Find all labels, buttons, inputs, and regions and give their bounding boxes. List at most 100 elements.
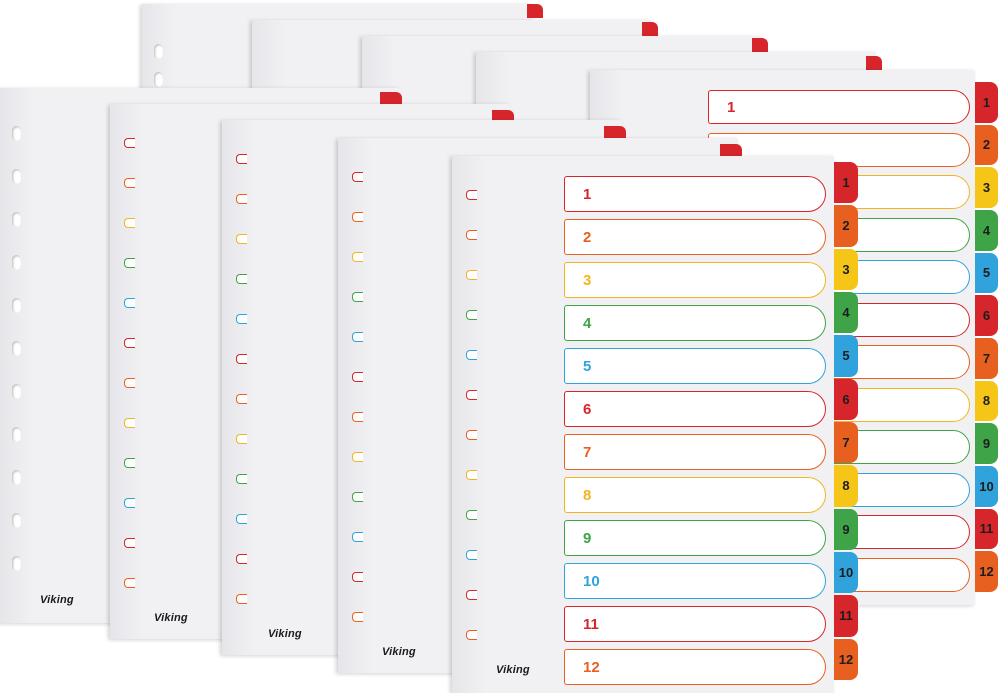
spine-mark (466, 470, 477, 480)
divider-tab-peek (604, 126, 626, 140)
divider-tab-peek (752, 38, 768, 52)
divider-entry-4: 4 (564, 305, 826, 341)
spine-mark (124, 338, 135, 348)
divider-tab-9: 9 (975, 423, 998, 464)
brand-logo: Viking (382, 646, 416, 658)
divider-tab-2: 2 (834, 205, 858, 247)
punch-hole (12, 470, 21, 485)
spine-mark (466, 430, 477, 440)
divider-tab-10: 10 (975, 466, 998, 507)
spine-mark (124, 218, 135, 228)
divider-entry-8: 8 (564, 477, 826, 513)
spine-mark (352, 292, 363, 302)
divider-entry-number: 1 (583, 185, 592, 203)
divider-tabs-front: 1 2 3 4 5 6 7 8 9 10 11 12 (834, 162, 858, 682)
spine-mark (352, 332, 363, 342)
spine-mark (466, 630, 477, 640)
spine-mark (236, 234, 247, 244)
brand-logo: Viking (154, 612, 188, 624)
divider-tab-10: 10 (834, 552, 858, 594)
punch-hole (12, 513, 21, 528)
spine-mark (124, 138, 135, 148)
divider-entry-number: 4 (583, 314, 592, 332)
divider-tabs-right: 1 2 3 4 5 6 7 8 9 10 11 12 (975, 82, 998, 594)
spine-mark (236, 274, 247, 284)
spine-mark (352, 372, 363, 382)
punch-hole (12, 384, 21, 399)
spine-mark (124, 418, 135, 428)
divider-entry-number: 9 (583, 529, 592, 547)
spine-mark (236, 314, 247, 324)
spine-mark (466, 350, 477, 360)
divider-tab-3: 3 (975, 167, 998, 208)
brand-logo: Viking (40, 594, 74, 606)
divider-entry-6: 6 (564, 391, 826, 427)
divider-entry-number: 11 (583, 615, 599, 633)
divider-tab-6: 6 (834, 378, 858, 420)
divider-tab-11: 11 (834, 595, 858, 637)
divider-entry-number: 7 (583, 443, 592, 461)
spine-mark (124, 578, 135, 588)
divider-tab-7: 7 (834, 422, 858, 464)
spine-mark (352, 172, 363, 182)
divider-tab-1: 1 (834, 162, 858, 204)
divider-entry-number: 12 (583, 658, 600, 676)
divider-entry-number: 10 (583, 572, 600, 590)
spine-mark (352, 572, 363, 582)
spine-mark (352, 452, 363, 462)
divider-tab-11: 11 (975, 508, 998, 550)
punch-hole (12, 255, 21, 270)
brand-logo: Viking (496, 664, 530, 676)
divider-tab-3: 3 (834, 248, 858, 290)
spine-mark (466, 590, 477, 600)
spine-mark (236, 194, 247, 204)
divider-entry-1: 1 (564, 176, 826, 212)
spine-mark (124, 378, 135, 388)
spine-mark (236, 594, 247, 604)
divider-entry-number: 8 (583, 486, 592, 504)
spine-mark (236, 354, 247, 364)
divider-tab-5: 5 (834, 335, 858, 377)
divider-entry-9: 9 (564, 520, 826, 556)
spine-mark (236, 474, 247, 484)
punch-hole (12, 298, 21, 313)
divider-tab-peek (380, 92, 402, 106)
divider-entry-number: 6 (583, 400, 592, 418)
divider-tab-12: 12 (975, 551, 998, 592)
divider-tab-8: 8 (975, 380, 998, 422)
divider-tab-2: 2 (975, 124, 998, 166)
divider-entry-5: 5 (564, 348, 826, 384)
spine-mark (124, 458, 135, 468)
spine-mark (124, 258, 135, 268)
spine-mark (236, 434, 247, 444)
punch-hole (12, 427, 21, 442)
punch-hole (12, 341, 21, 356)
spine-mark (352, 492, 363, 502)
divider-tab-4: 4 (975, 210, 998, 251)
divider-tab-4: 4 (834, 292, 858, 334)
punch-hole (12, 169, 21, 184)
spine-mark (124, 178, 135, 188)
divider-tab-peek (527, 4, 543, 18)
divider-entry-number: 1 (727, 98, 736, 116)
divider-entry-10: 10 (564, 563, 826, 599)
divider-tab-9: 9 (834, 508, 858, 550)
divider-entry-number: 3 (583, 271, 592, 289)
spine-mark (124, 498, 135, 508)
spine-mark (466, 230, 477, 240)
divider-tab-1: 1 (975, 82, 998, 123)
divider-tab-12: 12 (834, 638, 858, 680)
spine-mark (352, 612, 363, 622)
spine-mark (352, 412, 363, 422)
spine-mark (466, 550, 477, 560)
divider-entry-number: 5 (583, 357, 592, 375)
divider-tab-peek (866, 56, 882, 70)
spine-mark (124, 298, 135, 308)
divider-tab-5: 5 (975, 252, 998, 294)
divider-tab-7: 7 (975, 338, 998, 379)
divider-tab-6: 6 (975, 295, 998, 336)
divider-sheet-front: 1 2 3 4 5 6 7 8 9 10 11 12 1 2 3 4 5 6 7 8 9 10 11 12 Viking (452, 156, 858, 693)
spine-mark (236, 154, 247, 164)
punch-hole (154, 72, 163, 87)
spine-mark (466, 510, 477, 520)
